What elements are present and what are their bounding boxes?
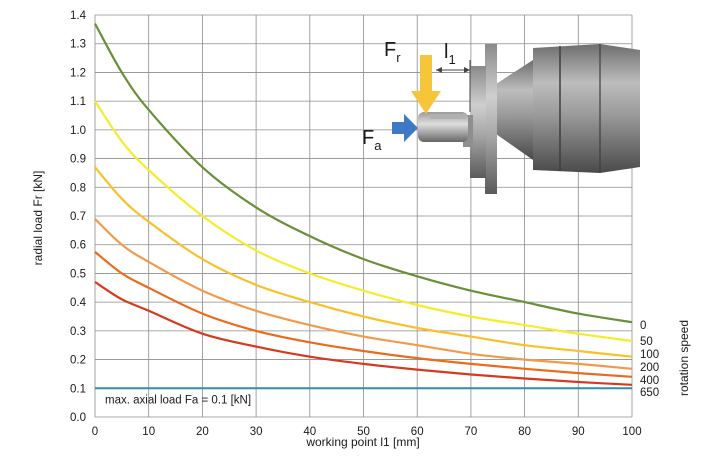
series-label-0: 0 (640, 320, 646, 332)
x-tick-label: 30 (250, 426, 263, 438)
y-tick-label: 1.2 (70, 67, 86, 79)
y-tick-label: 0.7 (70, 211, 86, 223)
x-tick-label: 40 (303, 426, 316, 438)
series-line-100 (94, 166, 633, 358)
series-line-50 (94, 100, 633, 342)
y-axis-ticks: 0.0 0.1 0.2 0.3 0.4 0.5 0.6 0.7 0.8 0.9 1.0 1.1 1.2 1… (70, 10, 87, 424)
axial-force-arrow (392, 114, 418, 142)
series-label-650: 650 (640, 387, 659, 399)
y-tick-label: 0.9 (70, 154, 86, 166)
series-label-100: 100 (640, 349, 659, 361)
series-line-200 (94, 218, 633, 370)
y-tick-label: 1.4 (70, 10, 87, 22)
y-tick-label: 0.1 (70, 383, 86, 395)
radial-force-label: Fr (384, 39, 401, 65)
x-tick-label: 60 (411, 426, 424, 438)
rotation-speed-label: rotation speed (677, 320, 691, 396)
x-tick-label: 70 (465, 426, 478, 438)
series-line-650 (94, 281, 633, 386)
x-tick-label: 80 (518, 426, 531, 438)
x-tick-label: 100 (622, 426, 641, 438)
y-tick-label: 0.8 (70, 182, 86, 194)
y-tick-label: 1.1 (70, 96, 86, 108)
x-axis-title: working point l1 [mm] (305, 435, 419, 449)
distance-dimension (436, 60, 471, 112)
series-line-0 (94, 23, 633, 324)
x-axis-ticks: 0 10 20 30 40 50 60 70 80 90 100 (92, 426, 642, 438)
x-tick-label: 50 (357, 426, 370, 438)
axial-load-line: max. axial load Fa = 0.1 [kN] (95, 387, 632, 406)
motor-illustration (418, 44, 640, 194)
x-tick-label: 0 (92, 426, 98, 438)
series-label-400: 400 (640, 375, 659, 387)
series-label-50: 50 (640, 336, 653, 348)
series-line-400 (94, 251, 633, 378)
y-tick-label: 0.0 (70, 412, 86, 424)
y-tick-label: 0.5 (70, 268, 86, 280)
radial-force-arrow (411, 55, 441, 114)
series-label-200: 200 (640, 362, 659, 374)
y-tick-label: 1.0 (70, 125, 86, 137)
y-tick-label: 0.6 (70, 240, 86, 252)
axial-load-label: max. axial load Fa = 0.1 [kN] (105, 394, 251, 406)
x-tick-label: 10 (142, 426, 155, 438)
y-tick-label: 0.4 (70, 297, 87, 309)
y-axis-title: radial load Fr [kN] (31, 171, 45, 266)
y-tick-label: 0.3 (70, 326, 86, 338)
distance-label: l1 (444, 41, 456, 67)
x-tick-label: 20 (196, 426, 209, 438)
load-curves (94, 23, 633, 386)
x-tick-label: 90 (572, 426, 585, 438)
y-tick-label: 0.2 (70, 355, 86, 367)
axial-force-label: Fa (362, 127, 382, 153)
y-tick-label: 1.3 (70, 39, 86, 51)
